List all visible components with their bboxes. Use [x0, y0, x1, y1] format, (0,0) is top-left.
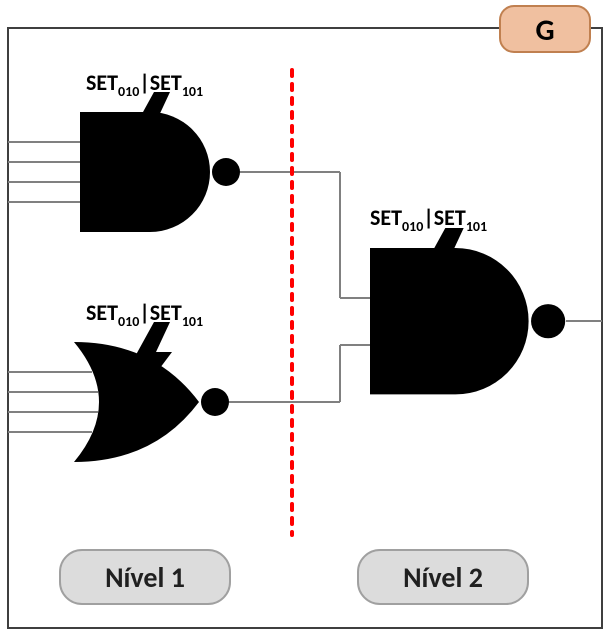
set-label-nand2: SET010|SET101 — [370, 204, 487, 235]
svg-text:Nível 2: Nível 2 — [403, 560, 483, 595]
level2-label: Nível 2 — [358, 550, 528, 604]
svg-text:Nível 1: Nível 1 — [105, 560, 185, 595]
wires-nor-in — [8, 372, 98, 432]
level1-label: Nível 1 — [60, 550, 230, 604]
gate-nand-right — [370, 248, 565, 394]
tag-g: G — [500, 6, 590, 52]
set-label-nor: SET010|SET101 — [86, 299, 203, 330]
wires-nand-in — [8, 142, 80, 202]
diagram-canvas: G SET010|SET101 SET010|SET101 — [0, 0, 610, 636]
svg-text:SET010|SET101: SET010|SET101 — [86, 299, 203, 330]
set-label-nand: SET010|SET101 — [86, 69, 203, 100]
svg-text:SET010|SET101: SET010|SET101 — [370, 204, 487, 235]
svg-text:G: G — [535, 12, 554, 49]
svg-text:SET010|SET101: SET010|SET101 — [86, 69, 203, 100]
